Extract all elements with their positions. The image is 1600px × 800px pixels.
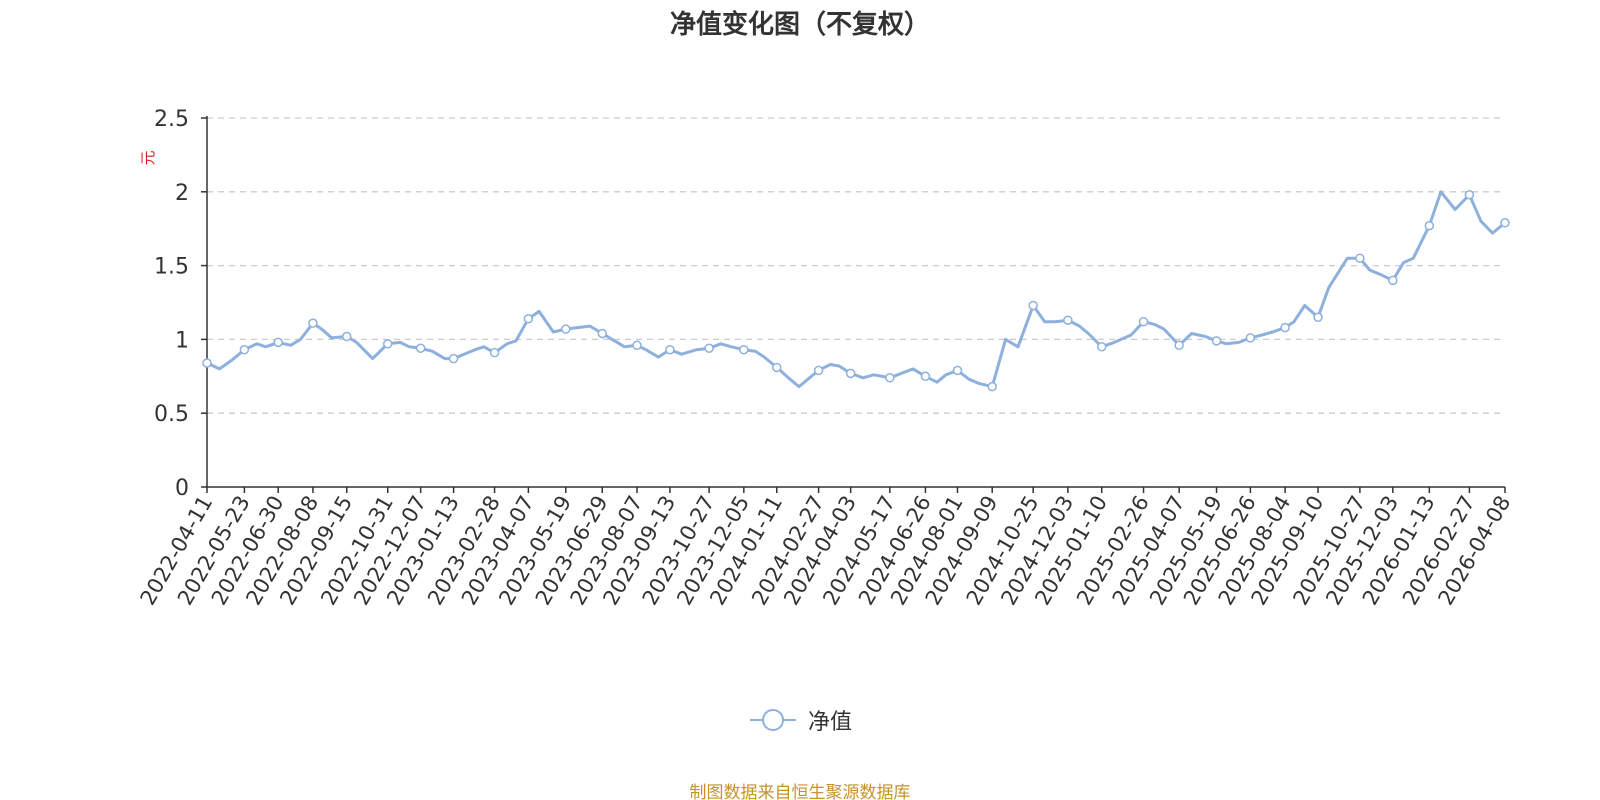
series-line-净值	[206, 190, 1506, 389]
legend[interactable]: 净值	[0, 704, 1600, 736]
y-tick-label: 0	[175, 476, 189, 501]
data-point	[1174, 340, 1184, 351]
data-point	[845, 368, 856, 379]
data-point	[1355, 253, 1365, 263]
data-point	[1424, 220, 1435, 231]
data-point	[1138, 316, 1149, 327]
y-axis-label: 元	[139, 150, 157, 165]
data-point	[1388, 275, 1398, 286]
data-point	[342, 331, 352, 342]
data-point	[1280, 322, 1290, 333]
data-point	[1500, 218, 1510, 228]
source-note: 制图数据来自恒生聚源数据库	[689, 783, 911, 800]
data-point	[952, 365, 963, 376]
data-point	[665, 344, 675, 355]
y-tick-label: 2	[175, 181, 189, 206]
data-point	[202, 358, 212, 368]
data-point	[448, 353, 459, 364]
data-point	[489, 347, 500, 358]
data-point	[987, 381, 997, 392]
chart-title: 净值变化图（不复权）	[669, 10, 930, 40]
data-point	[1313, 312, 1323, 323]
data-point	[704, 343, 714, 354]
data-point	[885, 373, 895, 383]
data-point	[1211, 336, 1222, 346]
data-point	[1464, 190, 1475, 200]
series-layer	[206, 190, 1506, 389]
data-point	[523, 313, 534, 324]
data-point	[1063, 315, 1073, 325]
data-point	[415, 343, 426, 354]
axes: 00.511.522.5元2022-04-112022-05-232022-06…	[136, 107, 1516, 609]
data-point	[1096, 342, 1107, 352]
data-point	[1245, 333, 1256, 343]
y-tick-label: 1	[175, 328, 189, 353]
data-point	[308, 318, 318, 328]
y-tick-label: 2.5	[154, 107, 189, 132]
data-point	[273, 337, 283, 348]
data-point	[739, 344, 749, 355]
y-tick-label: 1.5	[154, 255, 189, 280]
y-tick-label: 0.5	[154, 402, 189, 427]
data-point	[597, 328, 608, 339]
data-point	[813, 365, 824, 376]
data-point	[1028, 300, 1038, 311]
marker-layer	[202, 190, 1510, 392]
data-point	[920, 371, 931, 382]
legend-label: 净值	[807, 710, 852, 735]
data-point	[632, 340, 642, 351]
legend-line-marker-icon	[749, 709, 796, 731]
grid-lines	[207, 117, 1505, 414]
data-point	[772, 362, 782, 373]
data-point	[382, 339, 393, 349]
data-point	[561, 324, 571, 334]
data-point	[239, 344, 250, 355]
